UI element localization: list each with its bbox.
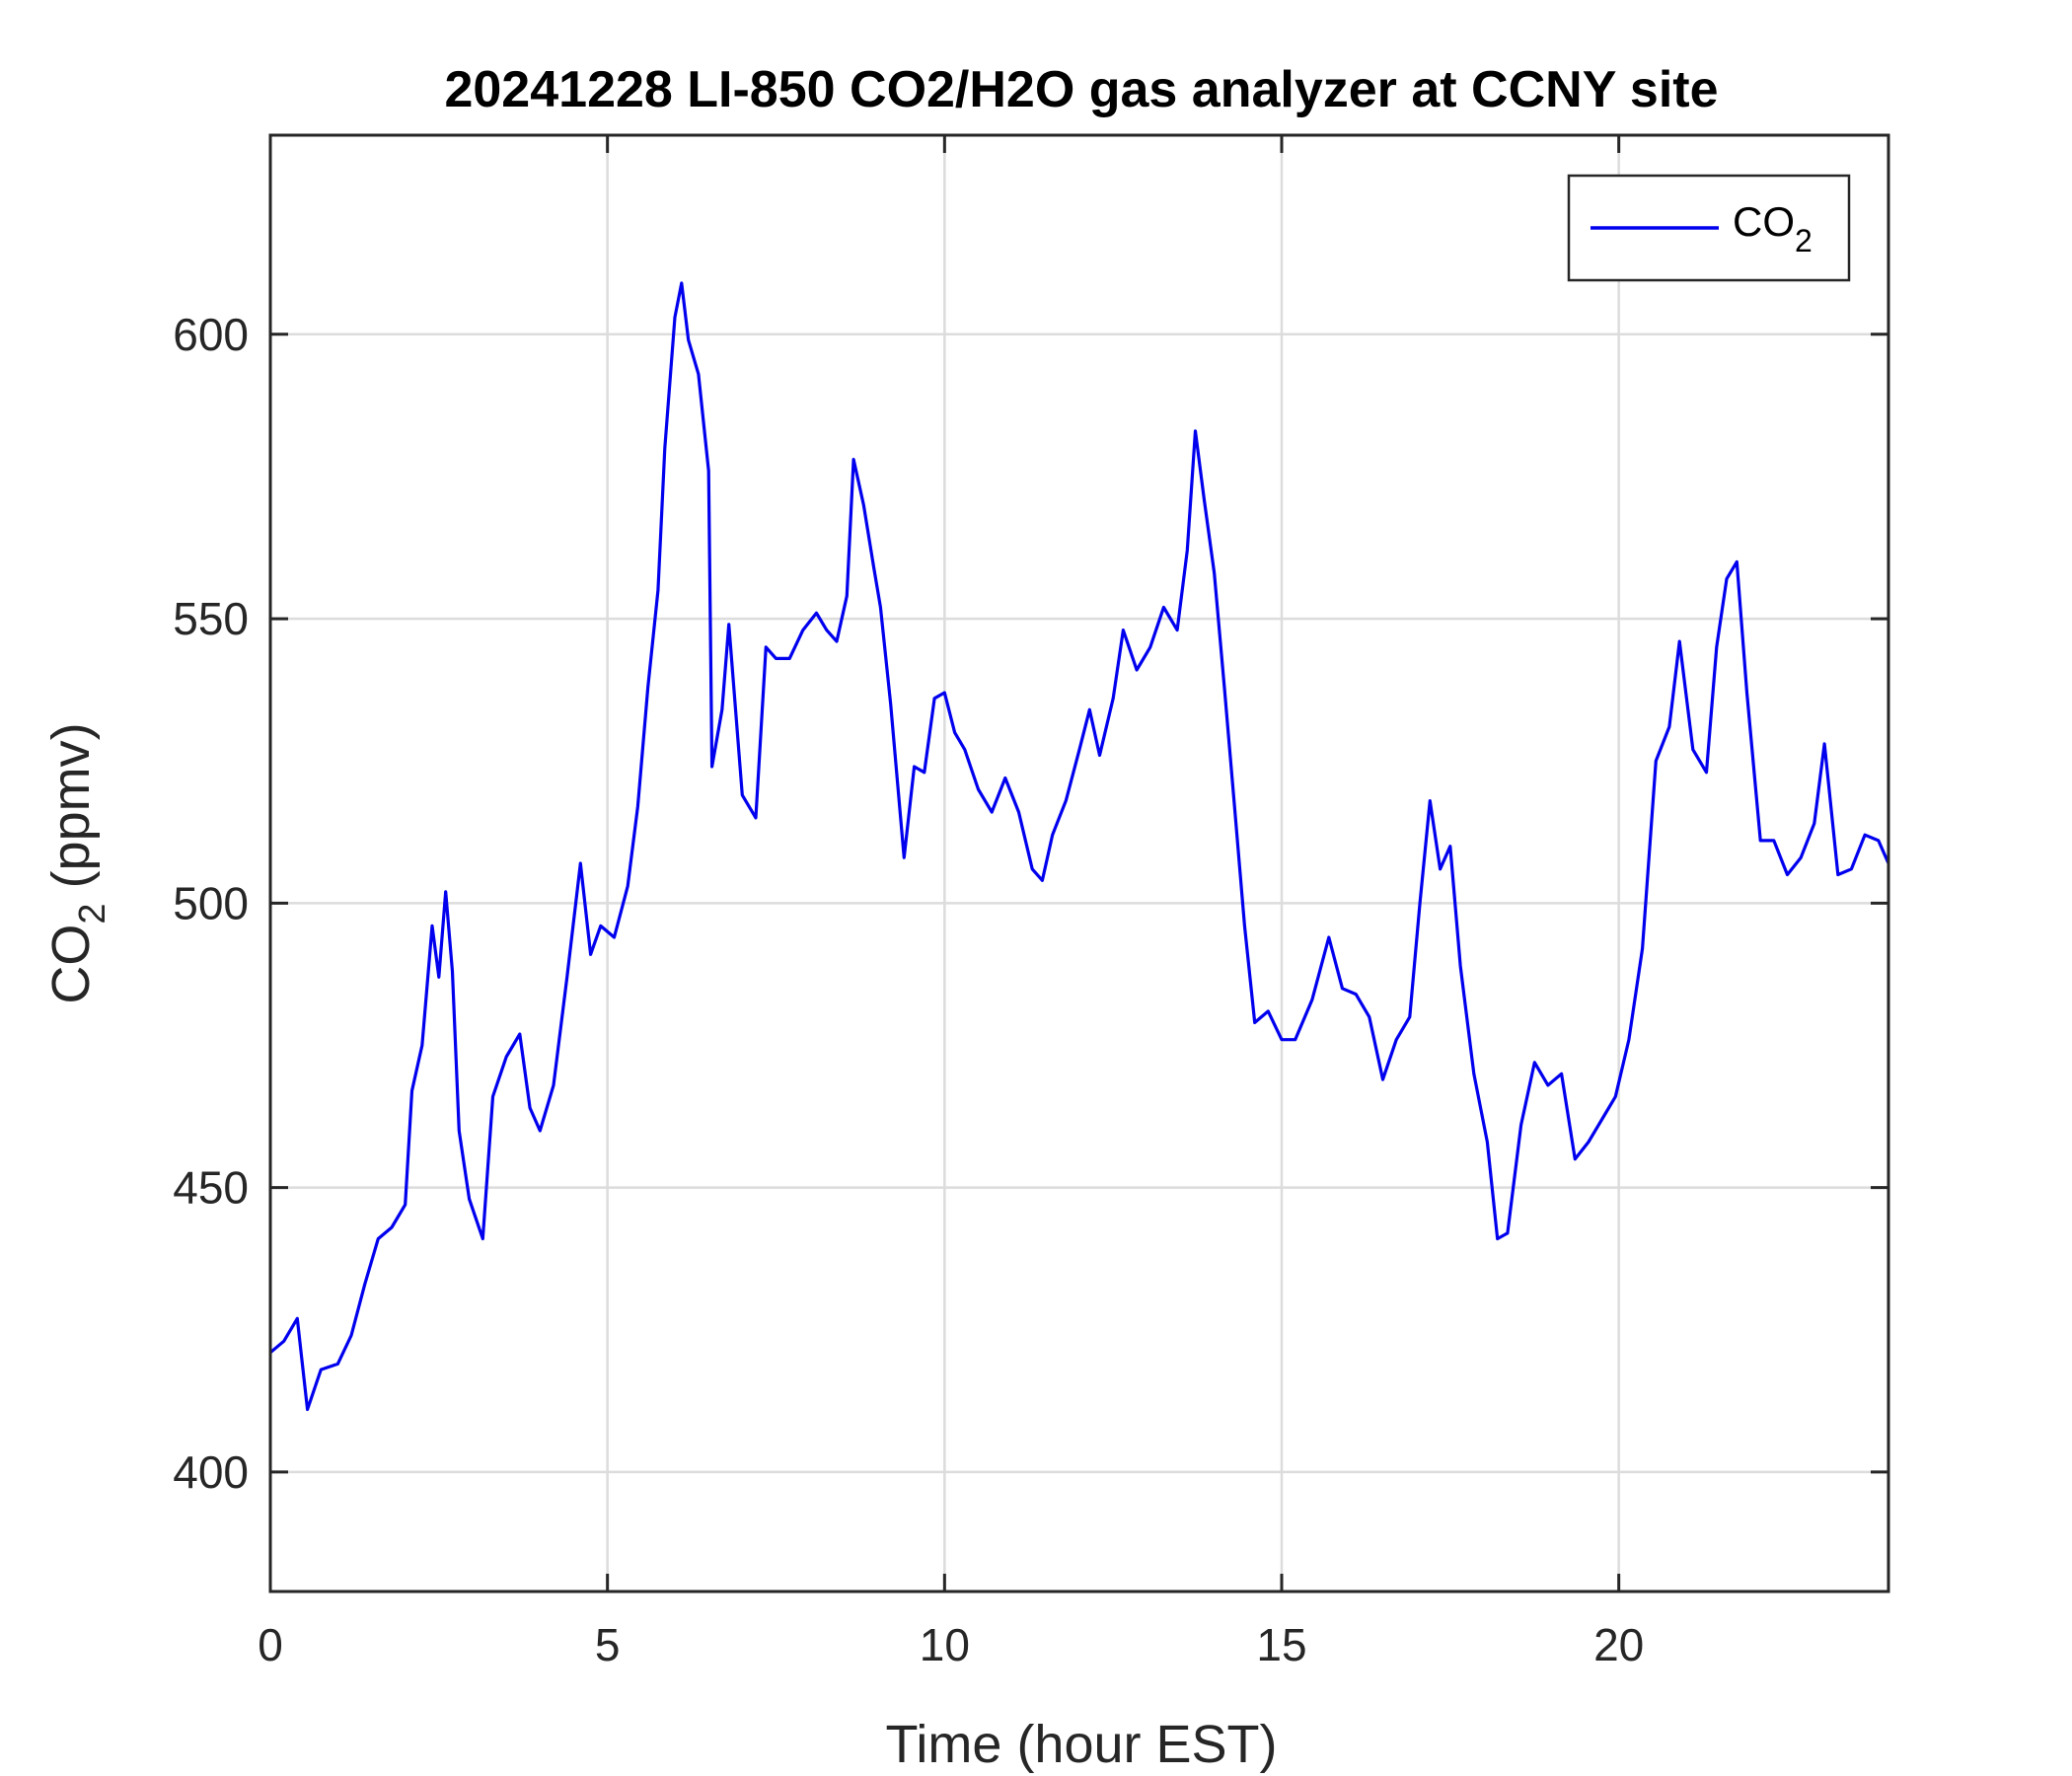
legend-label: CO2	[1733, 198, 1813, 259]
x-tick-label: 15	[1256, 1619, 1306, 1670]
x-tick-label: 20	[1593, 1619, 1644, 1670]
chart-title: 20241228 LI-850 CO2/H2O gas analyzer at …	[444, 61, 1718, 118]
legend-label-subscript: 2	[1795, 223, 1813, 259]
legend-label-base: CO	[1733, 198, 1795, 245]
y-tick-label: 600	[173, 309, 249, 360]
y-tick-label: 500	[173, 877, 249, 928]
tick-labels: 0 5 10 15 20 400 450 500 550 600	[173, 309, 1644, 1670]
axis-ticks	[268, 135, 1888, 1591]
grid-lines	[270, 135, 1888, 1591]
y-axis-label-base: CO	[41, 925, 101, 1004]
x-axis-label: Time (hour EST)	[885, 1715, 1277, 1774]
plot-series	[268, 281, 1890, 1412]
x-tick-label: 5	[595, 1619, 621, 1670]
x-tick-label: 10	[920, 1619, 970, 1670]
legend: CO2	[1567, 174, 1851, 282]
y-tick-label: 400	[173, 1446, 249, 1498]
y-tick-label: 550	[173, 593, 249, 644]
y-tick-label: 450	[173, 1162, 249, 1214]
y-axis-label-subscript: 2	[72, 903, 113, 924]
x-tick-label: 0	[258, 1619, 283, 1670]
y-axis-label: CO2 (ppmv)	[41, 722, 113, 1003]
plot-area-frame	[268, 133, 1890, 1593]
series-line-co2	[268, 281, 1890, 1412]
y-axis-label-unit: (ppmv)	[41, 722, 101, 903]
